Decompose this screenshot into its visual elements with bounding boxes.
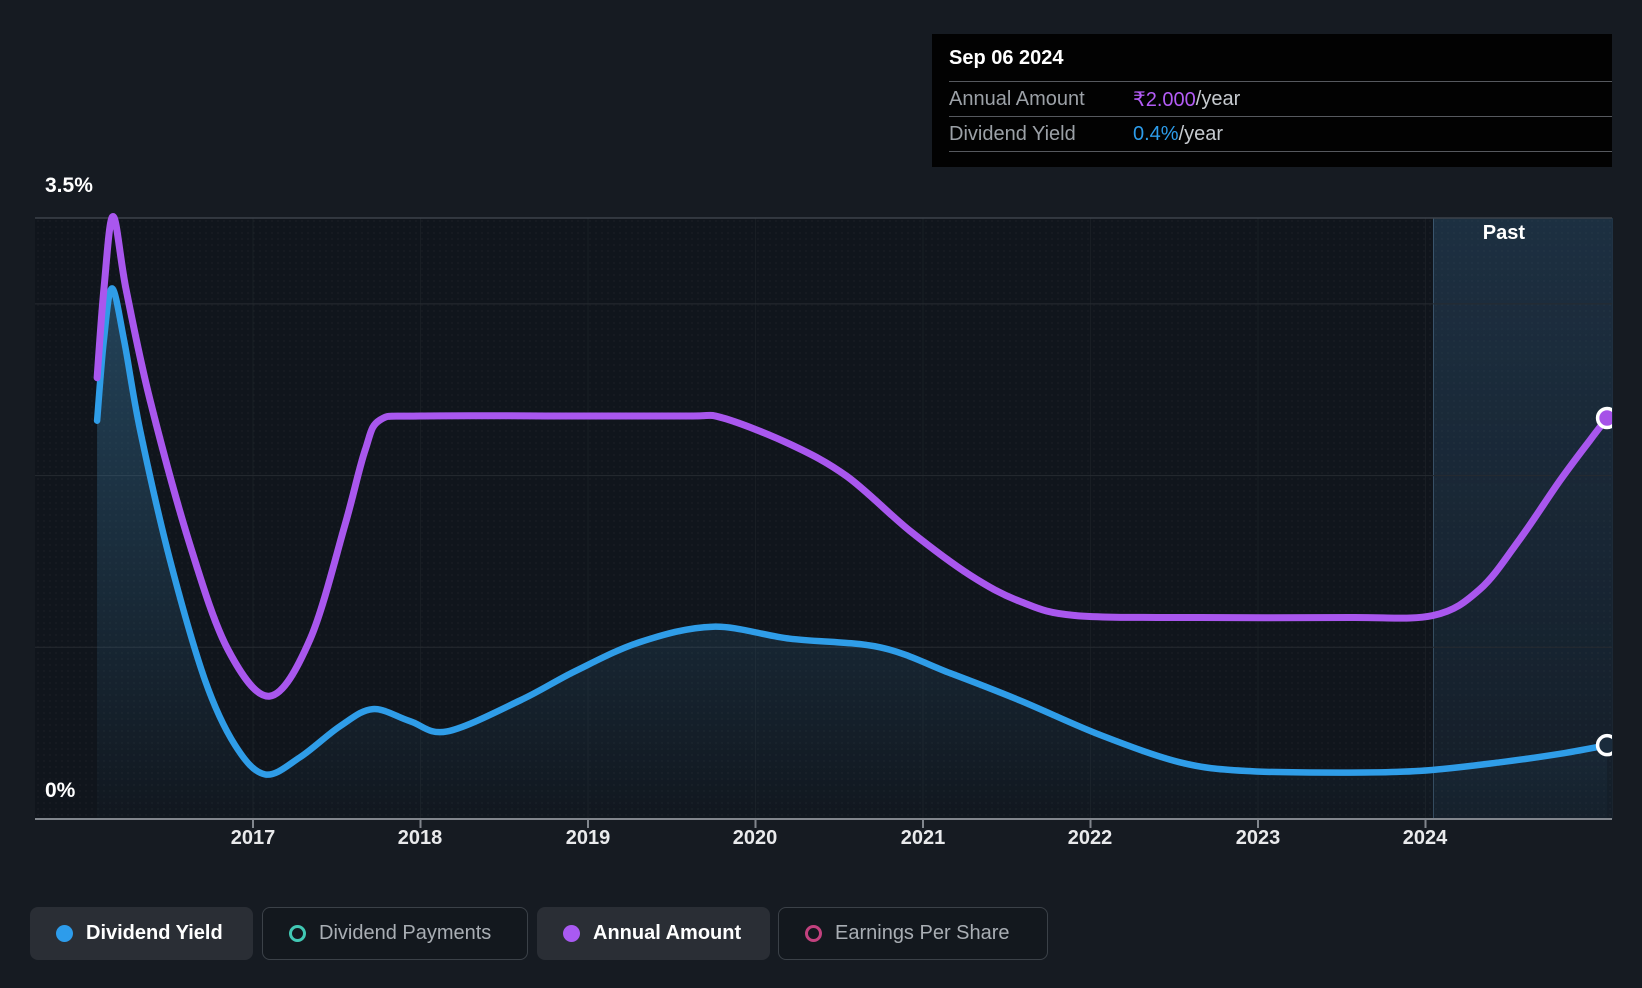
x-tick-label: 2022	[1067, 827, 1113, 849]
tooltip-row-dividend-yield: Dividend Yield 0.4% /year	[949, 116, 1612, 152]
past-region-label: Past	[1482, 222, 1525, 244]
chart-tooltip: Sep 06 2024 Annual Amount ₹2.000 /year D…	[932, 34, 1612, 167]
earnings-per-share-ring-icon	[805, 925, 822, 942]
chart-plot-area[interactable]	[35, 218, 1612, 819]
x-tick-label: 2021	[900, 827, 946, 849]
legend-label: Dividend Payments	[319, 922, 492, 944]
legend-toggle-dividend-payments[interactable]: Dividend Payments	[262, 907, 528, 960]
x-tick-label: 2017	[230, 827, 276, 849]
legend-label: Annual Amount	[593, 922, 742, 944]
annual-amount-dot-icon	[563, 925, 580, 942]
tooltip-row-suffix: /year	[1195, 87, 1241, 110]
y-axis-label-max: 3.5%	[45, 174, 93, 197]
tooltip-row-label: Dividend Yield	[949, 122, 1076, 145]
legend-toggle-dividend-yield[interactable]: Dividend Yield	[30, 907, 253, 960]
x-tick-label: 2018	[397, 827, 443, 849]
tooltip-row-label: Annual Amount	[949, 87, 1085, 110]
tooltip-row-value: 0.4%	[1133, 122, 1179, 145]
x-tick-label: 2020	[732, 827, 778, 849]
x-tick-label: 2023	[1235, 827, 1281, 849]
x-tick-label: 2024	[1402, 827, 1448, 849]
y-axis-label-min: 0%	[45, 779, 76, 802]
dividend-yield-dot-icon	[56, 925, 73, 942]
tooltip-row-annual-amount: Annual Amount ₹2.000 /year	[949, 81, 1612, 116]
legend-toggle-earnings-per-share[interactable]: Earnings Per Share	[778, 907, 1048, 960]
x-tick-label: 2019	[565, 827, 611, 849]
tooltip-row-value: ₹2.000	[1133, 88, 1196, 111]
dividend-payments-ring-icon	[289, 925, 306, 942]
legend-label: Dividend Yield	[86, 922, 223, 944]
tooltip-row-suffix: /year	[1178, 122, 1224, 145]
tooltip-date: Sep 06 2024	[949, 47, 1064, 69]
past-region: Past	[1433, 218, 1613, 819]
legend-toggle-annual-amount[interactable]: Annual Amount	[537, 907, 770, 960]
legend-label: Earnings Per Share	[835, 922, 1010, 944]
